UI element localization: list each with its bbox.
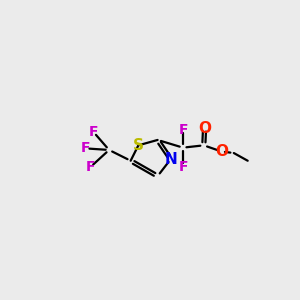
Text: F: F (178, 160, 188, 174)
Text: F: F (86, 160, 95, 174)
Text: F: F (89, 125, 98, 139)
Text: O: O (198, 121, 211, 136)
Text: S: S (133, 138, 144, 153)
Text: O: O (215, 144, 228, 159)
Text: F: F (81, 141, 91, 155)
Text: F: F (178, 123, 188, 137)
Text: N: N (164, 152, 177, 167)
